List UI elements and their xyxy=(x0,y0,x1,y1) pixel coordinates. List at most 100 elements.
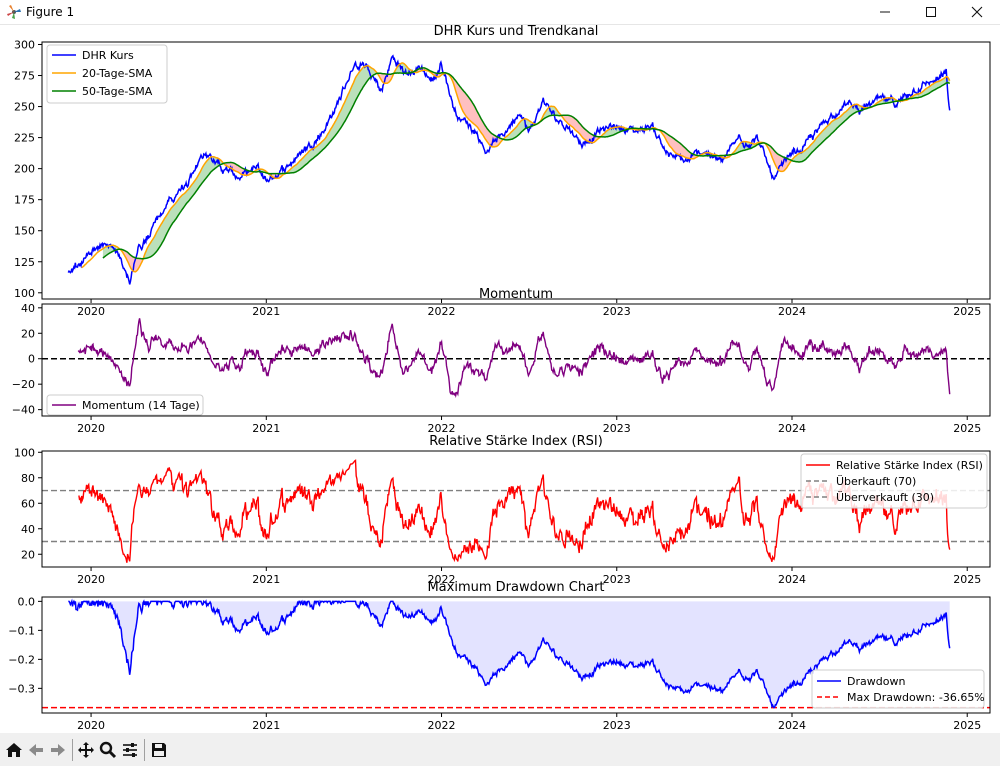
x-tick-label: 2021 xyxy=(252,573,280,586)
bullish-fill-region xyxy=(909,76,950,99)
price-x-ticks: 2020 2021 2022 2023 2024 2025 xyxy=(77,299,981,318)
sliders-icon xyxy=(123,743,137,757)
x-tick-label: 2020 xyxy=(77,573,105,586)
bullish-fill-region xyxy=(143,156,225,259)
bearish-fill-region xyxy=(414,67,504,147)
y-tick-label: 40 xyxy=(21,302,35,315)
bearish-fill-region xyxy=(659,130,700,159)
move-icon xyxy=(78,742,94,758)
pan-button[interactable] xyxy=(74,738,98,762)
bullish-fill-region xyxy=(539,106,562,123)
x-tick-label: 2023 xyxy=(603,573,631,586)
legend-label-max-drawdown: Max Drawdown: -36.65% xyxy=(847,691,985,704)
x-tick-label: 2024 xyxy=(778,573,806,586)
x-tick-label: 2022 xyxy=(428,305,456,318)
x-tick-label: 2022 xyxy=(428,573,456,586)
y-tick-label: 0.0 xyxy=(18,595,36,608)
y-tick-label: 200 xyxy=(14,163,35,176)
x-tick-label: 2024 xyxy=(778,305,806,318)
momentum-lines xyxy=(42,318,990,399)
drawdown-x-ticks: 2020 2021 2022 2023 2024 2025 xyxy=(77,713,981,732)
y-tick-label: −20 xyxy=(12,378,35,391)
legend-label-drawdown: Drawdown xyxy=(847,675,905,688)
minimize-button[interactable] xyxy=(862,0,908,24)
legend-label-rsi: Relative Stärke Index (RSI) xyxy=(836,459,983,472)
x-tick-label: 2022 xyxy=(428,719,456,732)
x-tick-label: 2023 xyxy=(603,719,631,732)
minimize-icon xyxy=(880,11,890,13)
drawdown-legend: Drawdown Max Drawdown: -36.65% xyxy=(811,669,985,709)
y-tick-label: 20 xyxy=(21,548,35,561)
legend-label-overbought: Überkauft (70) xyxy=(836,475,916,488)
momentum-legend: Momentum (14 Tage) xyxy=(46,394,204,416)
legend-label-sma20: 20-Tage-SMA xyxy=(82,67,153,80)
configure-subplots-button[interactable] xyxy=(118,738,142,762)
y-tick-label: 20 xyxy=(21,327,35,340)
y-tick-label: 250 xyxy=(14,101,35,114)
back-button[interactable] xyxy=(24,738,48,762)
drawdown-lines xyxy=(42,598,990,709)
y-tick-label: −0.2 xyxy=(8,653,35,666)
y-tick-label: 100 xyxy=(14,287,35,300)
price-y-ticks: 100 125 150 175 200 225 250 275 300 xyxy=(14,38,42,300)
close-icon xyxy=(971,6,983,18)
floppy-disk-icon xyxy=(152,743,166,757)
x-tick-label: 2024 xyxy=(778,422,806,435)
legend-label-sma50: 50-Tage-SMA xyxy=(82,85,153,98)
title-bar: Figure 1 xyxy=(0,0,1000,25)
momentum-chart-frame xyxy=(41,303,991,417)
bullish-fill-region xyxy=(791,104,870,162)
rsi-chart-frame xyxy=(41,450,991,568)
navigation-toolbar xyxy=(0,733,1000,766)
bearish-fill-region xyxy=(120,249,144,272)
home-button[interactable] xyxy=(2,738,26,762)
price-chart-frame xyxy=(41,41,991,300)
rsi-chart: Relative Stärke Index (RSI) 20406080100 … xyxy=(14,434,991,586)
drawdown-chart: Maximum Drawdown Chart 0.0 −0.1 −0.2 −0.3 2… xyxy=(8,580,991,732)
drawdown-line xyxy=(68,598,951,709)
toolbar-separator xyxy=(144,739,145,761)
magnifier-icon xyxy=(99,741,117,759)
x-tick-label: 2025 xyxy=(953,422,981,435)
x-tick-label: 2020 xyxy=(77,422,105,435)
zoom-button[interactable] xyxy=(96,738,120,762)
y-tick-label: −0.1 xyxy=(8,624,35,637)
maximize-button[interactable] xyxy=(908,0,954,24)
x-tick-label: 2020 xyxy=(77,719,105,732)
x-tick-label: 2021 xyxy=(252,719,280,732)
close-button[interactable] xyxy=(954,0,1000,24)
legend-label-oversold: Überverkauft (30) xyxy=(836,491,934,504)
sma20-line xyxy=(81,62,951,273)
home-icon xyxy=(6,743,22,757)
drawdown-y-ticks: 0.0 −0.1 −0.2 −0.3 xyxy=(8,595,42,695)
legend-label-momentum: Momentum (14 Tage) xyxy=(82,399,200,412)
matplotlib-app-icon xyxy=(7,5,21,19)
y-tick-label: 300 xyxy=(14,38,35,51)
rsi-chart-title: Relative Stärke Index (RSI) xyxy=(429,434,603,449)
toolbar-separator xyxy=(72,739,73,761)
x-tick-label: 2020 xyxy=(77,305,105,318)
x-tick-label: 2025 xyxy=(953,719,981,732)
maximize-icon xyxy=(926,7,936,17)
save-button[interactable] xyxy=(147,738,171,762)
x-tick-label: 2025 xyxy=(953,573,981,586)
bearish-fill-region xyxy=(764,143,792,172)
bullish-fill-region xyxy=(503,118,537,140)
window-title: Figure 1 xyxy=(26,5,75,19)
bearish-fill-region xyxy=(561,115,602,143)
y-tick-label: 225 xyxy=(14,132,35,145)
y-tick-label: 40 xyxy=(21,523,35,536)
rsi-legend: Relative Stärke Index (RSI) Überkauft (7… xyxy=(800,453,988,509)
y-tick-label: 100 xyxy=(14,446,35,459)
arrow-left-icon xyxy=(29,744,43,756)
price-legend: DHR Kurs 20-Tage-SMA 50-Tage-SMA xyxy=(46,44,168,104)
y-tick-label: 275 xyxy=(14,70,35,83)
dhr-price-line xyxy=(67,54,951,285)
x-tick-label: 2024 xyxy=(778,719,806,732)
price-chart: DHR Kurs und Trendkanal 100 125 150 175 200 2… xyxy=(14,25,991,318)
x-tick-label: 2022 xyxy=(428,422,456,435)
legend-label-dhr: DHR Kurs xyxy=(82,49,134,62)
y-tick-label: 80 xyxy=(21,472,35,485)
forward-button[interactable] xyxy=(46,738,70,762)
